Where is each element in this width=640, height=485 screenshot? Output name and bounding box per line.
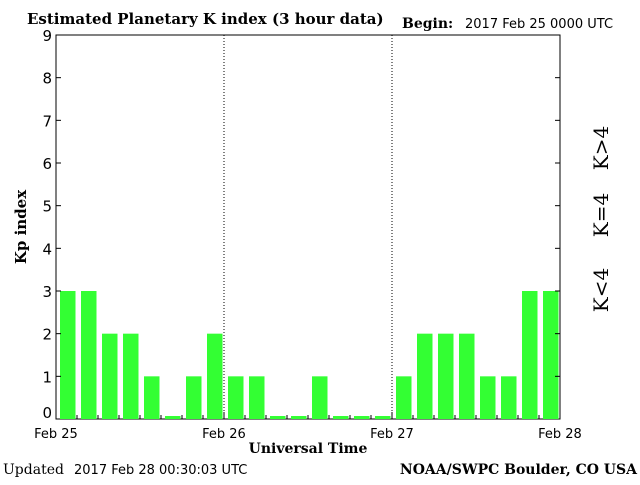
kp-bar [543, 291, 559, 419]
x-axis-label: Universal Time [249, 441, 368, 457]
kp-bar [333, 416, 349, 419]
kp-bar [249, 376, 265, 419]
y-tick-label: 2 [42, 326, 52, 344]
y-tick-label: 1 [42, 368, 52, 386]
kp-bar [144, 376, 160, 419]
updated-value: 2017 Feb 28 00:30:03 UTC [74, 463, 247, 478]
kp-bar [60, 291, 76, 419]
credit-text: NOAA/SWPC Boulder, CO USA [400, 462, 638, 478]
begin-label: Begin: [402, 16, 453, 32]
y-tick-label: 6 [42, 155, 52, 173]
kp-bar [81, 291, 97, 419]
kp-bar [291, 416, 307, 419]
begin-value: 2017 Feb 25 0000 UTC [465, 17, 613, 32]
y-tick-label: 5 [42, 198, 52, 216]
x-tick-label: Feb 28 [538, 427, 582, 442]
y-tick-label: 4 [42, 240, 52, 258]
y-axis-label: Kp index [12, 189, 30, 264]
plot-area: 0 1 2 3 4 5 6 7 8 9 Feb 25 Feb 26 Feb 27 Feb 28 [34, 27, 582, 442]
kp-bar [123, 333, 139, 419]
x-tick-label: Feb 26 [202, 427, 246, 442]
kp-bar [501, 376, 517, 419]
legend-entry: K<4 [589, 268, 613, 312]
kp-bar [459, 333, 475, 419]
kp-bar [186, 376, 202, 419]
kp-bar [102, 333, 118, 419]
bars [60, 291, 559, 419]
kp-bar [417, 333, 433, 419]
kp-bar [207, 333, 223, 419]
y-tick-label: 0 [42, 404, 52, 422]
legend: K<4 K=4 K>4 [589, 126, 613, 312]
updated-label: Updated [3, 462, 64, 478]
kp-bar [312, 376, 328, 419]
x-tick-label: Feb 25 [34, 427, 78, 442]
kp-bar [396, 376, 412, 419]
kp-bar [480, 376, 496, 419]
kp-bar [375, 416, 391, 419]
y-tick-label: 7 [42, 112, 52, 130]
x-ticks: Feb 25 Feb 26 Feb 27 Feb 28 [34, 412, 582, 442]
kp-bar [522, 291, 538, 419]
x-tick-label: Feb 27 [370, 427, 414, 442]
grid-lines [223, 35, 393, 419]
chart-title: Estimated Planetary K index (3 hour data… [27, 10, 384, 28]
y-tick-label: 3 [42, 283, 52, 301]
y-tick-label: 9 [42, 27, 52, 45]
legend-entry: K>4 [589, 126, 613, 170]
kp-bar [165, 416, 181, 419]
kp-bar [270, 416, 286, 419]
kp-bar [354, 416, 370, 419]
legend-entry: K=4 [589, 193, 613, 237]
kp-bar [228, 376, 244, 419]
y-tick-label: 8 [42, 70, 52, 88]
y-ticks: 0 1 2 3 4 5 6 7 8 9 [42, 27, 560, 422]
kp-bar [438, 333, 454, 419]
